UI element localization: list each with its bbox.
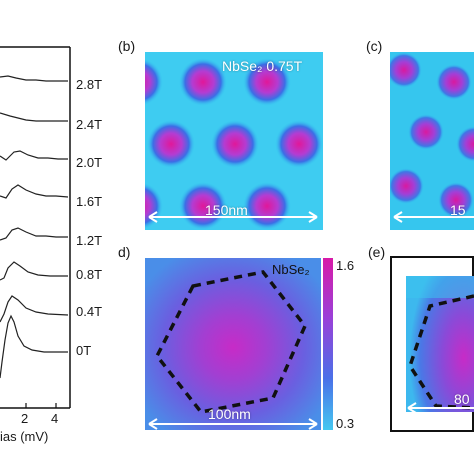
panel-d-scale-label: 100nm: [208, 406, 251, 422]
colorbar-min-label: 0.3: [336, 416, 355, 431]
vortex-core: [390, 168, 424, 204]
panel-b-letter: (b): [118, 38, 136, 54]
colorbar-max-label: 1.6: [336, 258, 355, 273]
panel-c-vortex-map: [390, 52, 474, 230]
vortex-core: [243, 58, 291, 106]
spectrum-2.0T: [0, 150, 68, 161]
panel-e-scale-label: 80: [454, 391, 470, 407]
vortex-core: [390, 52, 422, 88]
field-label-1.6T: 1.6T: [76, 194, 103, 209]
panel-d-letter: d): [118, 244, 131, 260]
panel-b-title: NbSe₂ 0.75T: [222, 58, 303, 74]
x-tick-label-4: 4: [51, 411, 59, 426]
vortex-core: [436, 64, 472, 100]
panel-e-conductance-map: [390, 256, 474, 432]
panel-c-letter: (c): [366, 38, 383, 54]
panel-d-hexagon-outline: [154, 270, 308, 414]
panel-e-letter: (e): [368, 244, 386, 260]
x-axis-label: ias (mV): [0, 429, 49, 444]
panel-d-background: [145, 258, 321, 430]
spectrum-1.6T: [0, 184, 69, 199]
field-label-2.8T: 2.8T: [76, 77, 103, 92]
vortex-core: [243, 182, 291, 230]
panel-e-hexagon-outline: [408, 294, 474, 410]
field-label-2.4T: 2.4T: [76, 117, 103, 132]
panel-c-scale-label: 15: [450, 202, 466, 218]
panel-d-title: NbSe₂: [272, 262, 310, 277]
spectrum-0.4T: [0, 295, 69, 323]
spectrum-2.4T: [0, 112, 68, 122]
field-label-2.0T: 2.0T: [76, 155, 103, 170]
field-label-0.8T: 0.8T: [76, 267, 103, 282]
vortex-core: [147, 120, 195, 168]
vortex-core: [408, 114, 444, 150]
vortex-core: [179, 58, 227, 106]
panel-d-colorbar: [323, 258, 333, 430]
spectrum-0T: [0, 314, 68, 379]
field-label-0.4T: 0.4T: [76, 304, 103, 319]
vortex-core: [456, 126, 474, 162]
spectrum-2.8T: [0, 75, 68, 82]
field-label-1.2T: 1.2T: [76, 233, 103, 248]
vortex-core: [275, 120, 323, 168]
spectrum-1.2T: [0, 227, 68, 241]
field-label-0T: 0T: [76, 343, 92, 358]
vortex-core: [438, 182, 474, 218]
x-tick-label-2: 2: [21, 411, 29, 426]
vortex-core: [145, 58, 163, 106]
spectrum-0.8T: [0, 261, 68, 281]
panel-b-scale-label: 150nm: [205, 202, 248, 218]
vortex-core: [211, 120, 259, 168]
panel-d-conductance-map: [145, 258, 321, 430]
panel-a-spectra: [0, 46, 71, 409]
panel-b-vortex-map: [145, 52, 323, 230]
